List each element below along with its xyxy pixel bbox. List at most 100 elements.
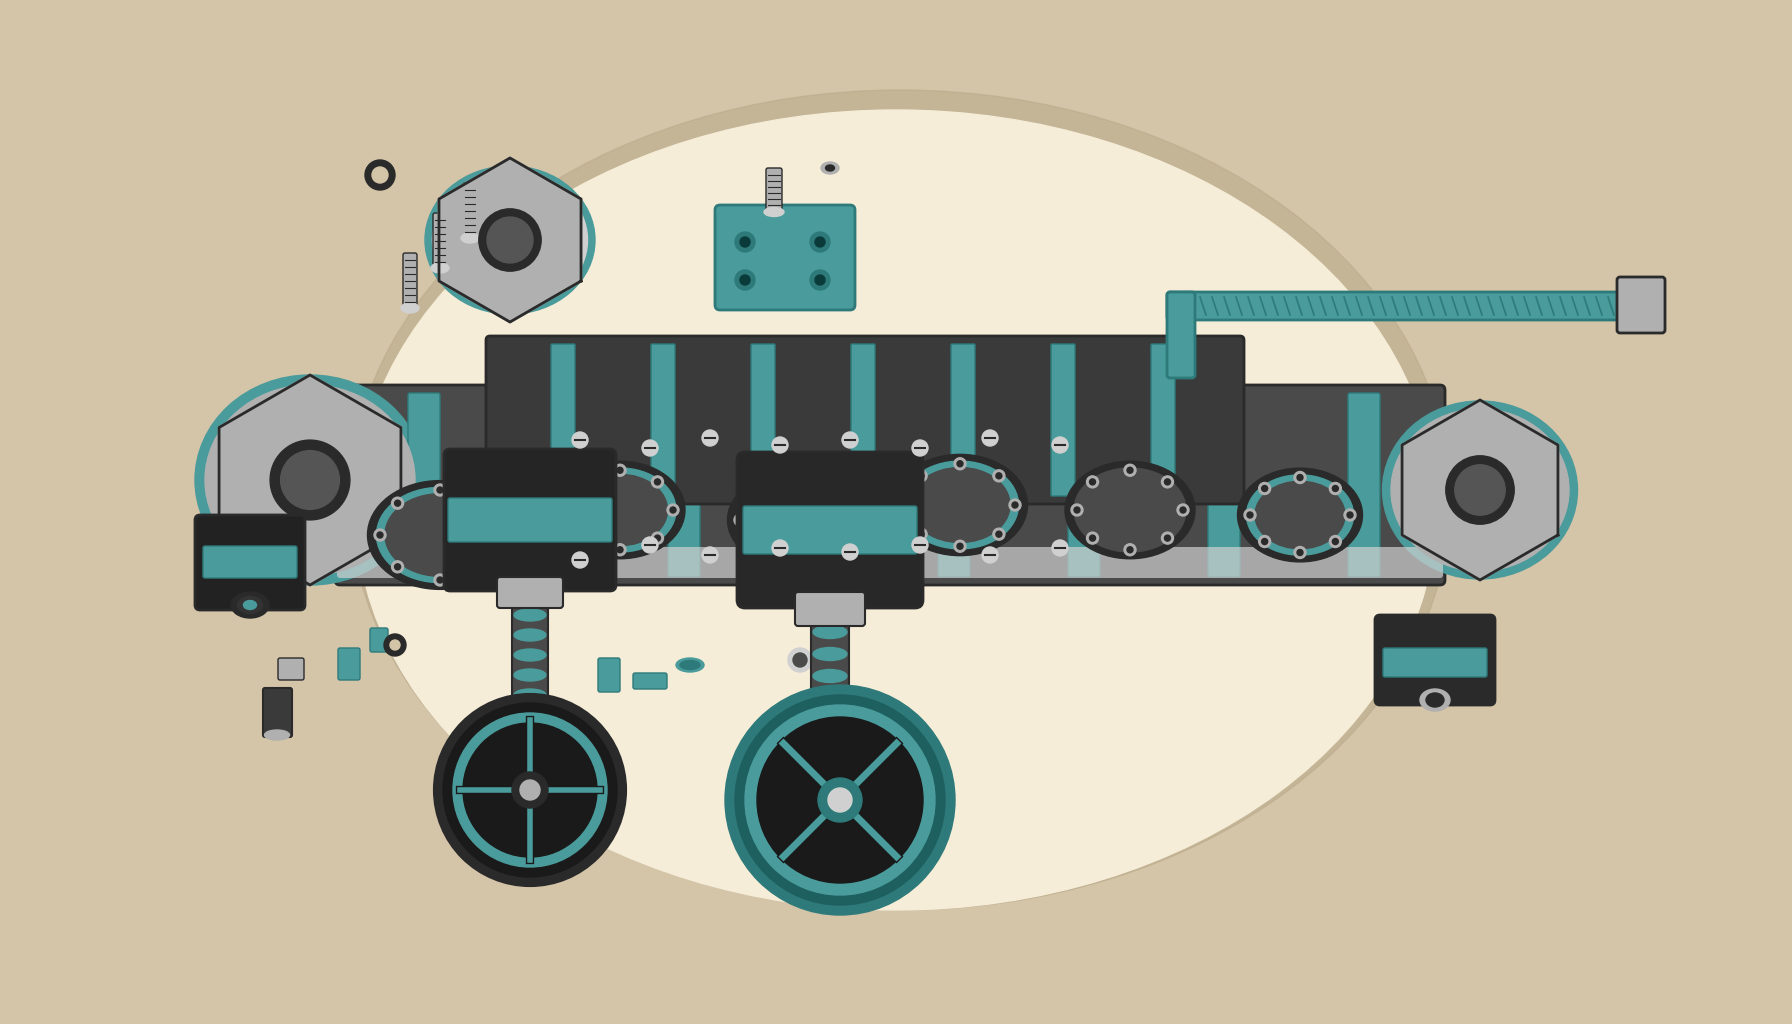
Circle shape — [434, 574, 446, 586]
Circle shape — [1348, 512, 1353, 518]
FancyBboxPatch shape — [513, 582, 548, 708]
Circle shape — [453, 713, 607, 867]
Circle shape — [982, 430, 998, 446]
Ellipse shape — [514, 609, 547, 621]
Circle shape — [1052, 437, 1068, 453]
Ellipse shape — [821, 162, 839, 174]
Circle shape — [373, 167, 389, 183]
FancyBboxPatch shape — [278, 658, 305, 680]
Circle shape — [1165, 536, 1170, 541]
FancyBboxPatch shape — [1208, 393, 1240, 577]
Circle shape — [670, 507, 676, 513]
Circle shape — [1455, 465, 1505, 515]
Circle shape — [615, 544, 625, 556]
FancyBboxPatch shape — [1383, 648, 1487, 677]
Circle shape — [772, 540, 788, 556]
Ellipse shape — [461, 233, 478, 243]
Circle shape — [1009, 499, 1021, 511]
Ellipse shape — [1391, 409, 1570, 571]
Ellipse shape — [572, 474, 667, 546]
Ellipse shape — [1254, 481, 1346, 549]
Circle shape — [957, 544, 962, 549]
FancyBboxPatch shape — [462, 183, 477, 237]
Circle shape — [375, 529, 385, 541]
Circle shape — [1086, 476, 1098, 487]
Ellipse shape — [814, 714, 848, 726]
Circle shape — [815, 237, 824, 247]
Circle shape — [1262, 539, 1267, 545]
Circle shape — [478, 209, 541, 271]
Circle shape — [577, 532, 588, 544]
Circle shape — [564, 507, 570, 513]
Circle shape — [652, 532, 663, 544]
Ellipse shape — [1082, 474, 1177, 546]
Circle shape — [642, 537, 658, 553]
Circle shape — [823, 544, 828, 550]
FancyBboxPatch shape — [1050, 344, 1075, 496]
Ellipse shape — [728, 473, 853, 567]
FancyBboxPatch shape — [737, 452, 923, 608]
Circle shape — [702, 547, 719, 563]
Circle shape — [642, 440, 658, 456]
Ellipse shape — [556, 461, 685, 559]
Circle shape — [810, 270, 830, 290]
Ellipse shape — [204, 385, 416, 575]
Circle shape — [702, 430, 719, 446]
Ellipse shape — [1073, 468, 1186, 552]
Circle shape — [751, 544, 758, 550]
Circle shape — [833, 514, 846, 526]
Circle shape — [1258, 536, 1271, 548]
Ellipse shape — [814, 670, 848, 683]
Circle shape — [1127, 467, 1133, 473]
FancyBboxPatch shape — [409, 393, 441, 577]
Circle shape — [828, 788, 851, 812]
Ellipse shape — [357, 110, 1435, 910]
FancyBboxPatch shape — [1374, 615, 1495, 705]
Circle shape — [751, 490, 758, 497]
Circle shape — [1262, 485, 1267, 492]
Circle shape — [1344, 509, 1357, 521]
Polygon shape — [439, 158, 581, 322]
Circle shape — [794, 653, 806, 667]
Circle shape — [788, 648, 812, 672]
FancyBboxPatch shape — [1348, 393, 1380, 577]
Circle shape — [837, 517, 842, 523]
Circle shape — [1244, 509, 1256, 521]
FancyBboxPatch shape — [744, 506, 918, 554]
Circle shape — [654, 479, 661, 485]
Ellipse shape — [564, 468, 676, 552]
Ellipse shape — [514, 589, 547, 601]
Ellipse shape — [265, 730, 290, 740]
FancyBboxPatch shape — [339, 648, 360, 680]
FancyBboxPatch shape — [335, 385, 1444, 585]
Circle shape — [480, 564, 486, 569]
Ellipse shape — [1382, 401, 1577, 579]
Ellipse shape — [826, 165, 835, 171]
Ellipse shape — [745, 486, 835, 554]
Ellipse shape — [910, 468, 1011, 543]
Circle shape — [1297, 550, 1303, 555]
Circle shape — [1127, 547, 1133, 553]
Ellipse shape — [1064, 461, 1195, 559]
Circle shape — [561, 504, 573, 516]
Circle shape — [996, 531, 1002, 538]
FancyBboxPatch shape — [1616, 278, 1665, 333]
Circle shape — [1247, 512, 1253, 518]
Ellipse shape — [514, 629, 547, 641]
Circle shape — [1052, 540, 1068, 556]
Polygon shape — [219, 375, 401, 585]
Circle shape — [1330, 482, 1342, 495]
FancyBboxPatch shape — [650, 344, 676, 496]
Circle shape — [572, 552, 588, 568]
Circle shape — [1086, 532, 1098, 544]
Circle shape — [842, 544, 858, 560]
FancyBboxPatch shape — [369, 628, 389, 652]
Ellipse shape — [737, 480, 844, 560]
FancyBboxPatch shape — [633, 673, 667, 689]
Circle shape — [749, 541, 760, 553]
Circle shape — [737, 517, 744, 523]
Ellipse shape — [814, 647, 848, 660]
Circle shape — [513, 772, 548, 808]
Circle shape — [1090, 536, 1095, 541]
Ellipse shape — [514, 649, 547, 662]
